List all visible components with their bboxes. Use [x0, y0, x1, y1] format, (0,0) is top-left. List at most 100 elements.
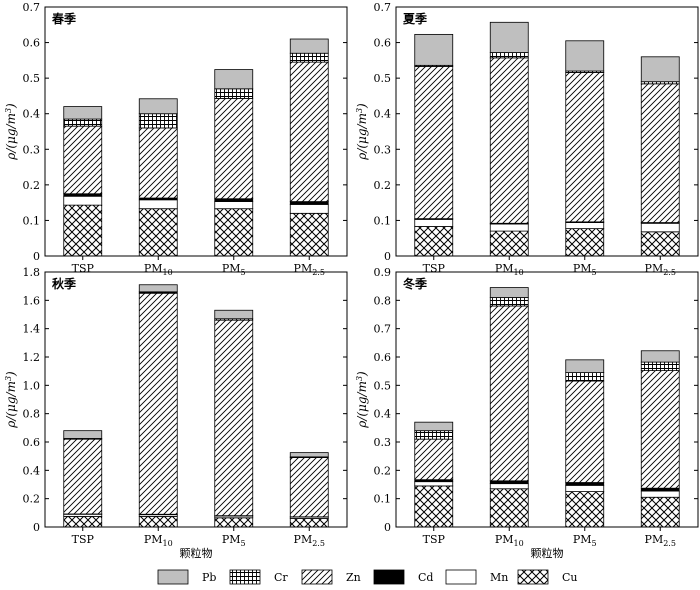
bar-zn-1: [63, 438, 103, 515]
x-tick-label: TSP: [423, 262, 446, 275]
legend-label-zn: Zn: [346, 571, 361, 584]
x-axis-label: 颗粒物: [531, 546, 564, 560]
y-tick-label: 0.1: [374, 214, 392, 227]
x-tick-label: TSP: [72, 533, 95, 546]
x-tick-label: PM5: [573, 533, 597, 548]
bar-mn-1: [63, 195, 103, 206]
y-tick-label: 0.1: [374, 493, 392, 506]
bar-zn-2: [138, 292, 178, 515]
plot-frame: [44, 271, 348, 528]
x-tick-label: PM10: [495, 262, 524, 277]
x-tick-label: PM10: [144, 262, 173, 277]
bar-zn-1: [63, 125, 103, 195]
x-tick-label: PM2.5: [645, 533, 676, 548]
bar-zn-2: [138, 127, 178, 199]
y-tick-label: 0: [384, 521, 391, 534]
y-tick-label: 0.2: [374, 464, 392, 477]
bar-zn-4: [640, 83, 680, 223]
y-tick-label: 0.1: [23, 214, 41, 227]
legend-label-cd: Cd: [418, 571, 433, 584]
panel-title: 春季: [51, 11, 77, 26]
y-tick-label: 0.6: [23, 37, 41, 50]
bar-zn-3: [565, 380, 605, 483]
bar-pb-4: [640, 350, 680, 363]
panel-title: 秋季: [52, 276, 77, 291]
bar-mn-3: [565, 484, 605, 492]
bar-pb-1: [414, 33, 454, 66]
bar-pb-3: [565, 40, 605, 72]
bar-cu-4: [289, 212, 329, 257]
bar-cd-2: [489, 480, 529, 485]
bar-pb-2: [489, 287, 529, 298]
panel-title: 冬季: [403, 276, 428, 291]
bar-cd-3: [214, 198, 254, 202]
bar-pb-2: [138, 98, 178, 115]
bar-zn-2: [489, 57, 529, 224]
bar-pb-1: [414, 421, 454, 432]
bar-cu-1: [414, 485, 454, 528]
bar-cu-2: [138, 208, 178, 257]
legend: Pb Cr Zn Cd Mn Cu: [157, 569, 578, 585]
bar-zn-1: [414, 438, 454, 481]
bar-cu-2: [489, 488, 529, 528]
chart-panel-3: TSP PM10 PM5 PM2.5 0 0.2 0.4 0.6 0.8 1.0 1.2 1.4 1.6…: [4, 266, 348, 560]
y-tick-label: 0.7: [374, 323, 392, 336]
legend-swatch-mn: [445, 569, 477, 585]
bar-mn-2: [138, 199, 178, 210]
y-tick-label: 0.8: [23, 408, 41, 421]
chart-panel-2: TSP PM10 PM5 PM2.5 0 0.1 0.2 0.3 0.4 0.5 0.6 0.7 夏季 ρ…: [355, 1, 699, 277]
bar-cu-4: [640, 231, 680, 257]
y-tick-label: 0.5: [23, 72, 41, 85]
y-tick-label: 1.4: [23, 323, 41, 336]
y-tick-label: 0.2: [23, 493, 41, 506]
y-tick-label: 0.3: [374, 143, 392, 156]
chart-panel-1: TSP PM10 PM5 PM2.5 0 0.1 0.2 0.3 0.4 0.5 0.6 0.7 春季 ρ…: [4, 1, 348, 277]
bar-cu-2: [138, 515, 178, 528]
bar-cr-3: [565, 372, 605, 382]
y-tick-label: 0.4: [23, 108, 41, 121]
bar-pb-1: [63, 106, 103, 120]
y-axis-label: ρ/(μg/m3): [4, 103, 18, 161]
bar-zn-1: [414, 66, 454, 220]
bar-cr-1: [63, 118, 103, 127]
x-tick-label: PM5: [222, 533, 246, 548]
bar-cr-4: [640, 361, 680, 372]
y-tick-label: 0: [384, 250, 391, 263]
legend-label-mn: Mn: [490, 571, 508, 584]
y-tick-label: 0.6: [374, 351, 392, 364]
bar-cu-3: [214, 517, 254, 528]
bar-mn-3: [214, 201, 254, 210]
x-tick-label: PM2.5: [645, 262, 676, 277]
bar-cu-1: [63, 515, 103, 528]
bar-mn-1: [414, 481, 454, 487]
bar-zn-3: [214, 98, 254, 200]
y-tick-label: 0.7: [374, 1, 392, 14]
y-tick-label: 0.3: [374, 436, 392, 449]
bar-cu-4: [640, 496, 680, 528]
bar-cr-2: [138, 113, 178, 129]
bar-cu-4: [289, 518, 329, 528]
bar-pb-4: [289, 452, 329, 458]
bar-cr-3: [214, 88, 254, 99]
y-axis-label: ρ/(μg/m3): [355, 103, 369, 161]
panel-title: 夏季: [403, 11, 428, 26]
bar-pb-4: [289, 38, 329, 54]
bar-cu-3: [565, 228, 605, 257]
bar-cu-1: [414, 226, 454, 257]
y-tick-label: 1.6: [23, 294, 41, 307]
x-tick-label: TSP: [423, 533, 446, 546]
y-tick-label: 1.0: [23, 379, 41, 392]
bar-cd-4: [289, 201, 329, 205]
bar-zn-4: [289, 61, 329, 202]
bar-mn-4: [640, 490, 680, 498]
legend-swatch-cd: [373, 569, 405, 585]
bar-mn-2: [489, 223, 529, 232]
legend-swatch-cu: [517, 569, 549, 585]
y-tick-label: 0.5: [374, 379, 392, 392]
bar-pb-1: [63, 430, 103, 439]
x-tick-label: PM10: [495, 533, 524, 548]
bar-zn-2: [489, 305, 529, 482]
y-axis-label: ρ/(μg/m3): [355, 371, 369, 429]
y-tick-label: 0.8: [374, 294, 392, 307]
y-axis-label: ρ/(μg/m3): [4, 371, 18, 429]
